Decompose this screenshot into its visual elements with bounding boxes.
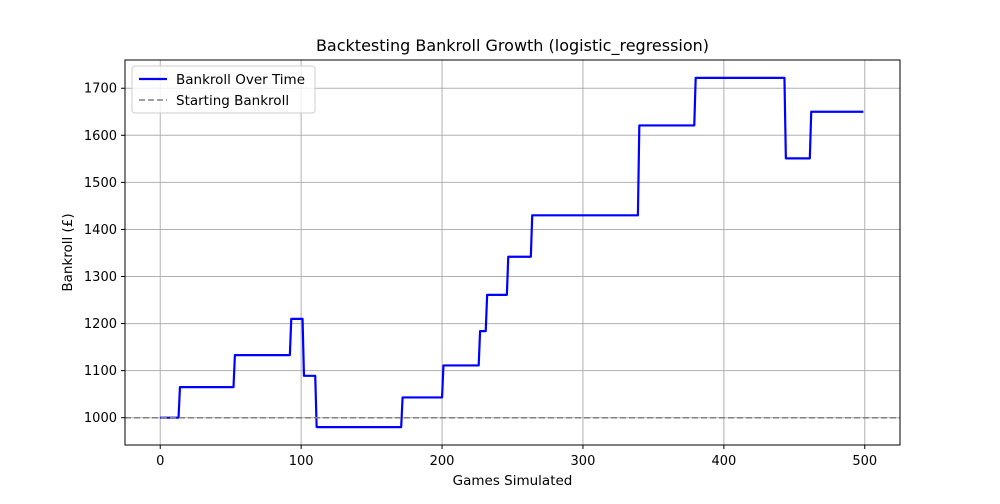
x-tick-label: 300 (571, 454, 596, 469)
bankroll-series-line (160, 76, 864, 429)
y-tick-label: 1400 (84, 223, 117, 238)
legend-label-bankroll: Bankroll Over Time (176, 72, 305, 88)
x-tick-label: 500 (852, 454, 877, 469)
legend-box (131, 65, 316, 114)
y-axis-label: Bankroll (£) (60, 213, 76, 291)
y-tick-label: 1300 (84, 270, 117, 285)
chart-title: Backtesting Bankroll Growth (logistic_re… (316, 36, 709, 56)
y-tick-label: 1100 (84, 364, 117, 379)
data-lines (125, 76, 900, 429)
x-tick-label: 100 (289, 454, 314, 469)
legend-label-starting: Starting Bankroll (176, 93, 289, 109)
x-tick-label: 200 (430, 454, 455, 469)
y-tick-label: 1500 (84, 176, 117, 191)
axis-ticks: 0 100 200 300 400 500 1000 1100 1200 1300 1400 1500… (84, 82, 877, 469)
legend: Bankroll Over Time Starting Bankroll (131, 65, 316, 114)
x-axis-label: Games Simulated (453, 473, 573, 489)
x-tick-label: 0 (156, 454, 164, 469)
plot-area-frame (124, 59, 901, 446)
x-tick-label: 400 (711, 454, 736, 469)
y-tick-label: 1600 (84, 129, 117, 144)
grid-lines (125, 60, 900, 445)
y-tick-label: 1200 (84, 317, 117, 332)
y-tick-label: 1700 (84, 82, 117, 97)
y-tick-label: 1000 (84, 411, 117, 426)
